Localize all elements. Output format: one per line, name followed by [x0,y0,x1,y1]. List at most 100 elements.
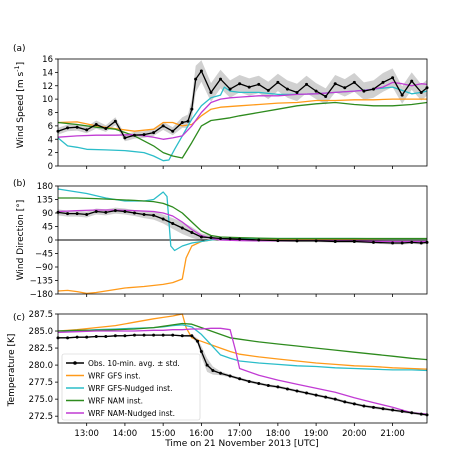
obs-point [142,213,146,216]
y-tick-label: 272.5 [29,412,53,422]
series-line-wrf-nam-nudged-inst [57,327,428,415]
obs-point [161,217,165,221]
obs-point [314,239,318,243]
obs-point [180,121,184,125]
legend-marker [73,361,77,365]
obs-point [419,412,423,416]
x-tick-label: 13:00 [74,429,99,439]
obs-point [333,240,337,243]
y-tick-label: 285.0 [29,327,53,337]
obs-point [190,107,194,111]
obs-point [209,90,213,94]
obs-point [123,334,127,338]
obs-point [132,211,136,215]
obs-point [238,82,242,86]
obs-point [113,119,117,123]
obs-point [400,409,404,413]
obs-point [190,334,194,338]
obs-point [371,405,375,409]
x-tick-label: 17:00 [227,429,252,439]
obs-point [142,333,146,337]
obs-point [266,384,270,388]
x-tick-label: 21:00 [380,429,405,439]
obs-point [199,349,203,353]
obs-point [257,238,261,242]
x-tick-label: 20:00 [342,429,367,439]
y-tick-label: 282.5 [29,344,53,354]
obs-point [180,334,184,338]
y-tick-label: 14 [42,68,53,78]
obs-point [66,336,70,340]
obs-point [343,400,347,404]
obs-point [94,123,98,127]
x-ticks: 13:00 14:00 15:00 16:00 17:00 18:00 19:00 20:00… [74,423,405,439]
legend-label: WRF GFS inst. [88,371,141,380]
obs-point [66,126,70,130]
obs-point [123,136,127,140]
y-tick-label: 180 [37,182,53,192]
y-tick-label: 280.0 [29,361,53,371]
obs-point [142,133,146,137]
obs-point [333,397,337,401]
panel-wind-speed: (a) Wind Speed [m s-1] 0 2 4 6 8 10 12 14 16 [13,44,429,172]
obs-point [295,239,299,243]
obs-point [324,395,328,399]
obs-point [194,77,198,81]
y-ticks: −180 −135 −90 −45 0 45 90 135 180 [30,182,58,300]
x-tick-label: 15:00 [151,429,176,439]
obs-point [276,80,280,84]
axes-frame-a [57,58,428,167]
obs-series [56,333,429,417]
obs-point [285,87,289,91]
obs-point [94,210,98,213]
obs-point [391,241,395,245]
y-tick-label: 16 [42,55,53,65]
obs-point [314,393,318,397]
legend-box [61,353,201,421]
panel-wind-direction: (b) Wind Direction [°] −180 −135 −90 −45 0 45… [13,179,429,300]
obs-point [381,407,385,411]
obs-point [104,127,108,131]
obs-point [285,387,289,391]
obs-point [371,240,375,244]
obs-point [371,87,375,91]
y-tick-label: −180 [30,290,53,300]
series-line-wrf-gfs-inst [57,313,428,370]
obs-point [410,79,414,83]
legend: Obs. 10-min. avg. ± std. WRF GFS inst. WRF… [61,353,201,421]
legend-label: WRF GFS-Nudged inst. [88,384,173,393]
y-tick-label: 45 [42,223,53,233]
obs-point [247,85,251,89]
obs-point [257,82,261,86]
obs-point [171,129,175,133]
obs-point [352,80,356,84]
obs-line [57,69,428,139]
legend-label: WRF NAM-Nudged inst. [88,409,175,418]
obs-point [113,334,117,338]
obs-point [400,93,404,97]
y-axis-title-temperature: Temperature [K] [7,334,17,408]
obs-point [238,377,242,381]
obs-point [199,235,203,239]
obs-std-band [58,207,427,245]
obs-point [295,389,299,393]
y-tick-label: 6 [48,122,53,132]
obs-point [276,239,280,243]
obs-std-band [58,60,427,142]
y-tick-label: 0 [48,162,53,172]
panel-label-c: (c) [13,313,25,323]
y-tick-label: 135 [37,196,53,206]
series-line-wrf-nam-inst [57,322,428,361]
y-axis-title-wind-speed: Wind Speed [m s-1] [13,62,26,148]
series-line-wrf-gfs-nudged-inst [58,324,428,372]
y-axis-title-wind-direction: Wind Direction [°] [16,200,26,281]
obs-point [333,82,337,86]
obs-point [152,213,156,217]
y-tick-label: −90 [35,263,53,273]
obs-point [85,213,89,216]
obs-point [352,240,356,243]
obs-point [66,212,70,216]
obs-point [132,133,136,137]
obs-point [104,334,108,338]
